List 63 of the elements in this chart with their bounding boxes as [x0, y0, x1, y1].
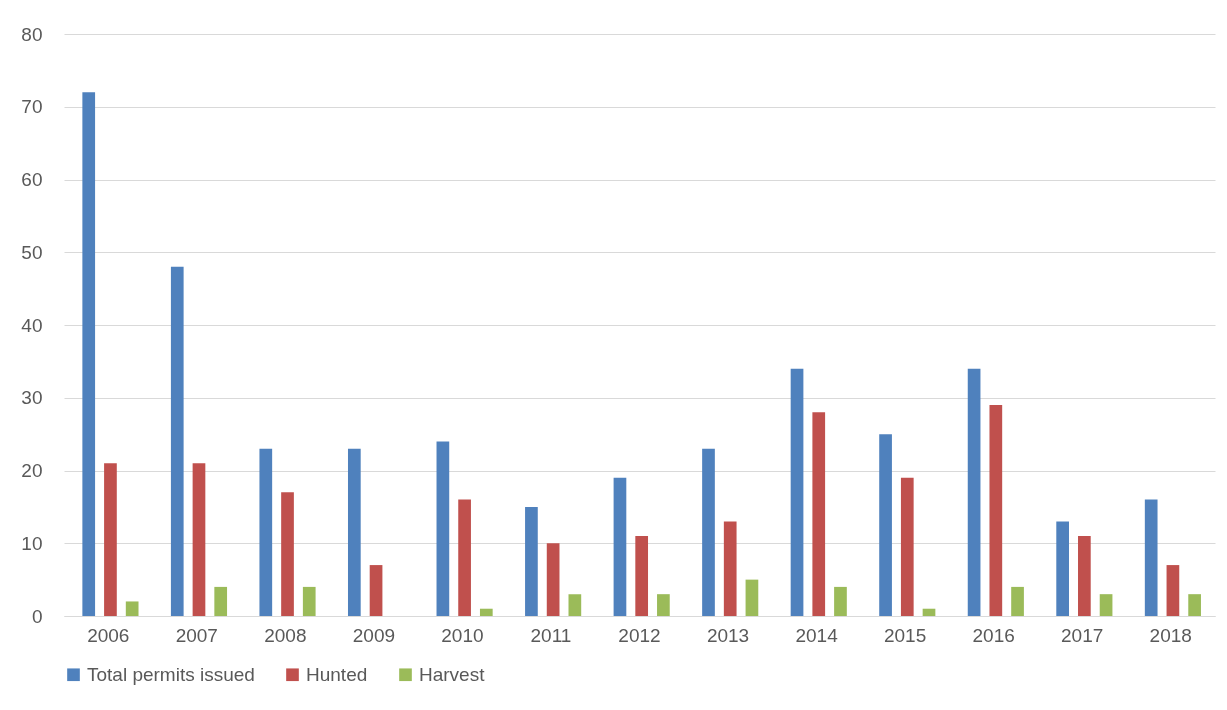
bar: [458, 499, 471, 616]
bar: [812, 412, 826, 616]
bar: [1056, 521, 1069, 616]
x-tick-label: 2018: [1149, 624, 1192, 646]
bar: [922, 608, 936, 616]
x-tick-label: 2011: [530, 624, 572, 646]
y-tick-label: 80: [21, 23, 43, 45]
legend-label: Harvest: [419, 663, 486, 685]
bar: [214, 586, 228, 616]
y-tick-label: 60: [21, 169, 43, 190]
y-tick-label: 10: [21, 532, 43, 554]
y-tick-label: 50: [21, 241, 43, 263]
bar: [546, 543, 560, 616]
x-tick-label: 2015: [883, 624, 927, 646]
bar: [1166, 565, 1180, 616]
x-tick-label: 2017: [1061, 624, 1104, 646]
bar: [281, 492, 294, 616]
bar: [745, 579, 759, 616]
bar: [568, 594, 582, 616]
bar: [302, 586, 316, 616]
y-tick-label: 20: [21, 460, 43, 481]
y-tick-label: 70: [21, 96, 43, 118]
x-tick-label: 2012: [618, 624, 661, 646]
bar: [613, 477, 627, 616]
y-tick-label: 0: [31, 605, 43, 627]
bar: [479, 608, 493, 616]
bar: [879, 434, 892, 616]
bar: [1078, 535, 1091, 616]
x-tick-label: 2006: [87, 624, 130, 646]
bar: [1188, 594, 1201, 616]
x-tick-label: 2010: [441, 624, 484, 646]
bar: [723, 521, 737, 616]
bar: [259, 448, 273, 616]
bar: [834, 586, 847, 616]
bar: [82, 92, 96, 616]
bar: [436, 441, 450, 616]
bar: [967, 368, 981, 616]
y-tick-label: 40: [21, 314, 43, 336]
bar: [900, 477, 914, 616]
x-tick-label: 2007: [175, 624, 218, 646]
bar: [104, 463, 117, 616]
bar: [170, 266, 184, 616]
bar: [1011, 586, 1024, 616]
bar: [525, 506, 538, 616]
legend-label: Hunted: [306, 663, 368, 685]
x-tick-label: 2013: [706, 624, 750, 646]
bar: [1144, 499, 1158, 616]
bar: [790, 368, 804, 616]
bar: [347, 448, 361, 616]
x-tick-label: 2014: [795, 624, 839, 646]
bar: [1099, 594, 1113, 616]
bar: [702, 448, 715, 616]
bar: [125, 601, 139, 616]
x-tick-label: 2016: [972, 624, 1015, 646]
bar: [192, 463, 206, 616]
x-tick-label: 2009: [352, 624, 396, 646]
legend-label: Total permits issued: [87, 663, 255, 685]
bar: [369, 565, 383, 616]
bar: [635, 535, 649, 616]
bar: [989, 405, 1003, 616]
bar: [657, 594, 670, 616]
y-tick-label: 30: [21, 387, 43, 409]
x-tick-label: 2008: [264, 624, 307, 646]
